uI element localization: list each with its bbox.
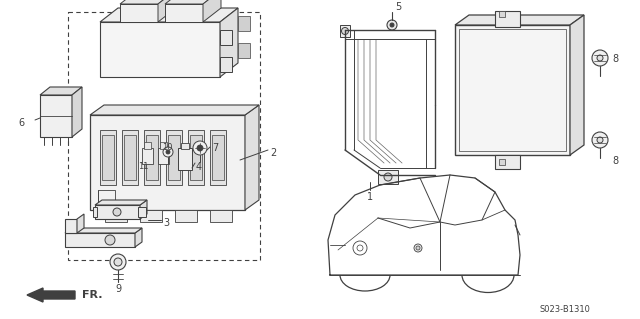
Polygon shape [65, 228, 142, 233]
Circle shape [193, 141, 207, 155]
Text: 7: 7 [212, 143, 218, 153]
Bar [166, 130, 182, 185]
Circle shape [416, 246, 420, 250]
Text: 8: 8 [612, 156, 618, 166]
Polygon shape [72, 87, 82, 137]
Bar [93, 207, 97, 217]
Polygon shape [220, 57, 232, 72]
Bar [144, 142, 151, 149]
Bar [499, 159, 505, 165]
Bar [495, 11, 520, 27]
Bar [68, 12, 260, 260]
Text: 3: 3 [163, 218, 169, 228]
Polygon shape [100, 22, 220, 77]
Polygon shape [203, 0, 221, 22]
Circle shape [384, 173, 392, 181]
Bar [459, 29, 566, 151]
Bar [146, 135, 158, 180]
Polygon shape [65, 233, 135, 247]
Circle shape [592, 132, 608, 148]
Bar [378, 170, 398, 184]
Polygon shape [220, 8, 238, 77]
Polygon shape [95, 205, 140, 219]
Circle shape [414, 244, 422, 252]
Circle shape [163, 147, 173, 157]
Bar [68, 12, 260, 260]
Polygon shape [570, 15, 584, 155]
FancyArrow shape [27, 288, 75, 302]
Polygon shape [165, 0, 221, 4]
Text: 5: 5 [395, 2, 401, 12]
Bar [102, 135, 114, 180]
Polygon shape [165, 4, 203, 22]
Polygon shape [220, 30, 232, 45]
Text: 10: 10 [162, 143, 173, 152]
Polygon shape [135, 228, 142, 247]
Bar [210, 210, 232, 222]
Circle shape [597, 55, 603, 61]
Bar [105, 210, 127, 222]
Polygon shape [245, 105, 259, 210]
Polygon shape [120, 0, 176, 4]
Bar [100, 130, 116, 185]
Text: 9: 9 [115, 284, 121, 294]
Bar [178, 148, 192, 170]
Polygon shape [40, 87, 82, 95]
Bar [124, 135, 136, 180]
Bar [188, 130, 204, 185]
Circle shape [113, 208, 121, 216]
Polygon shape [158, 0, 176, 22]
Circle shape [197, 145, 203, 151]
Bar [158, 148, 169, 164]
Polygon shape [238, 43, 250, 58]
Bar [190, 135, 202, 180]
Text: 6: 6 [18, 118, 24, 128]
Text: FR.: FR. [82, 290, 102, 300]
Circle shape [166, 150, 170, 154]
Circle shape [597, 137, 603, 143]
Polygon shape [90, 105, 259, 115]
Polygon shape [120, 4, 158, 22]
Polygon shape [77, 214, 84, 233]
Circle shape [592, 50, 608, 66]
Polygon shape [65, 219, 77, 233]
Bar [175, 210, 197, 222]
Bar [142, 148, 153, 164]
Bar [168, 135, 180, 180]
Bar [140, 210, 162, 222]
Circle shape [342, 27, 349, 34]
Polygon shape [140, 200, 147, 219]
Polygon shape [238, 16, 250, 31]
Circle shape [390, 23, 394, 27]
Text: 2: 2 [270, 148, 276, 158]
Text: 8: 8 [612, 54, 618, 64]
Bar [499, 11, 505, 17]
Bar [138, 207, 146, 217]
Text: 1: 1 [367, 192, 373, 202]
Bar [181, 143, 189, 149]
Circle shape [387, 20, 397, 30]
Bar [210, 130, 226, 185]
Circle shape [110, 254, 126, 270]
Polygon shape [90, 115, 245, 210]
Polygon shape [95, 200, 147, 205]
Circle shape [105, 235, 115, 245]
Text: S023-B1310: S023-B1310 [540, 305, 591, 314]
Polygon shape [40, 95, 72, 137]
Polygon shape [455, 15, 584, 25]
Polygon shape [455, 25, 570, 155]
Bar [144, 130, 160, 185]
Circle shape [114, 258, 122, 266]
Bar [495, 155, 520, 169]
Text: 4: 4 [196, 162, 202, 172]
Bar [122, 130, 138, 185]
Bar [160, 142, 167, 149]
Bar [212, 135, 224, 180]
Text: 11: 11 [138, 162, 148, 171]
Polygon shape [100, 8, 238, 22]
Bar [340, 25, 350, 37]
